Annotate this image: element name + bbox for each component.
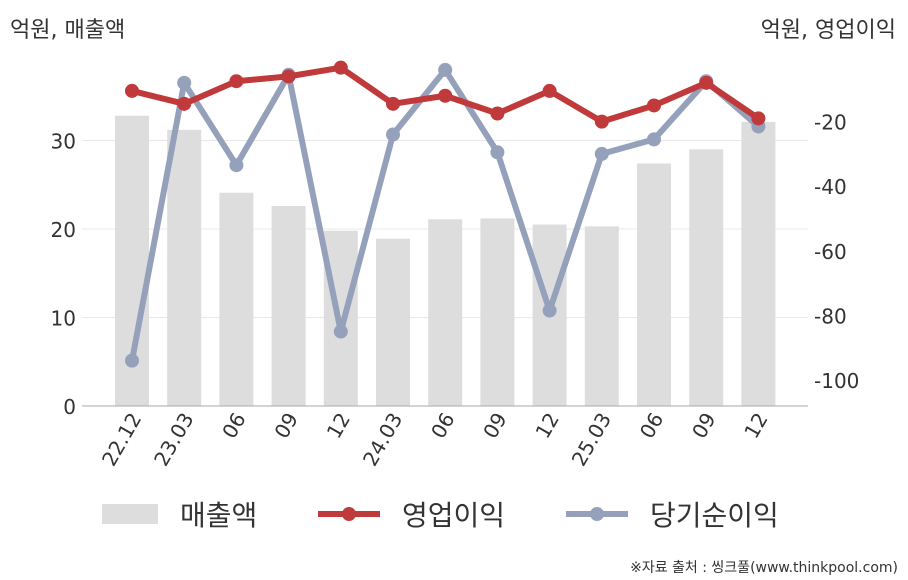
- data-point: [699, 75, 714, 90]
- data-point: [281, 69, 296, 84]
- bar: [428, 219, 463, 406]
- x-tick-label: 24.03: [358, 409, 407, 471]
- source-note: ※자료 출처 : 씽크풀(www.thinkpool.com): [630, 560, 898, 576]
- x-axis-ticks: 22.12 23.03 06 09 12 24.03 06 09 12 25.03 06 09 12: [97, 409, 773, 471]
- x-tick-label: 12: [530, 409, 564, 443]
- x-tick-label: 09: [269, 409, 303, 443]
- x-tick-label: 12: [739, 409, 773, 443]
- bar: [376, 238, 410, 406]
- data-point: [125, 353, 139, 368]
- left-axis-ticks: 0 10 20 30: [51, 130, 76, 420]
- x-tick-label: 25.03: [567, 409, 616, 471]
- data-point: [229, 74, 244, 89]
- data-point: [542, 83, 557, 98]
- legend-label: 당기순이익: [650, 499, 779, 532]
- x-tick-label: 06: [635, 409, 669, 443]
- right-axis-title: 억원, 영업이익: [761, 18, 896, 43]
- data-point: [438, 62, 453, 77]
- x-tick-label: 06: [426, 409, 460, 443]
- data-point: [594, 114, 609, 129]
- bar: [689, 149, 724, 406]
- bar: [480, 218, 515, 406]
- data-point: [647, 98, 661, 113]
- data-point: [438, 88, 453, 103]
- data-point: [333, 324, 348, 339]
- bar: [584, 226, 619, 406]
- left-tick-label: 20: [51, 218, 76, 242]
- data-point: [229, 158, 244, 173]
- bar: [167, 129, 202, 406]
- x-tick-label: 23.03: [149, 409, 198, 471]
- data-point: [490, 106, 505, 121]
- right-tick-label: -20: [814, 111, 847, 135]
- legend-swatch: [102, 504, 158, 524]
- right-tick-label: -60: [814, 240, 847, 264]
- x-tick-label: 12: [322, 409, 356, 443]
- data-point: [751, 111, 766, 126]
- bar: [219, 192, 254, 406]
- bar: [271, 205, 306, 406]
- right-axis-ticks: -100 -80 -60 -40 -20: [814, 111, 859, 393]
- left-axis-title: 억원, 매출액: [10, 18, 125, 43]
- line-series: [125, 60, 766, 368]
- bar: [637, 163, 671, 406]
- data-point: [177, 96, 192, 111]
- data-point: [386, 96, 400, 111]
- legend-marker: [590, 507, 604, 521]
- bar: [741, 121, 776, 406]
- legend-label: 매출액: [180, 499, 257, 532]
- right-tick-label: -100: [814, 369, 859, 393]
- x-tick-label: 09: [687, 409, 721, 443]
- data-point: [333, 60, 348, 75]
- legend-marker: [342, 507, 356, 521]
- x-tick-label: 06: [217, 409, 251, 443]
- right-tick-label: -80: [814, 304, 847, 328]
- bar-series-revenue: [115, 115, 776, 406]
- data-point: [386, 127, 400, 142]
- data-point: [490, 145, 505, 160]
- left-tick-label: 10: [51, 307, 76, 331]
- data-point: [647, 132, 661, 147]
- legend: 매출액 영업이익 당기순이익: [102, 499, 779, 532]
- data-point: [177, 75, 192, 90]
- data-point: [594, 146, 609, 161]
- x-tick-label: 22.12: [97, 409, 146, 471]
- data-point: [542, 303, 557, 318]
- legend-label: 영업이익: [402, 499, 505, 532]
- x-tick-label: 09: [478, 409, 512, 443]
- right-tick-label: -40: [814, 175, 847, 199]
- left-tick-label: 0: [63, 395, 76, 419]
- data-point: [125, 83, 139, 98]
- left-tick-label: 30: [51, 130, 76, 154]
